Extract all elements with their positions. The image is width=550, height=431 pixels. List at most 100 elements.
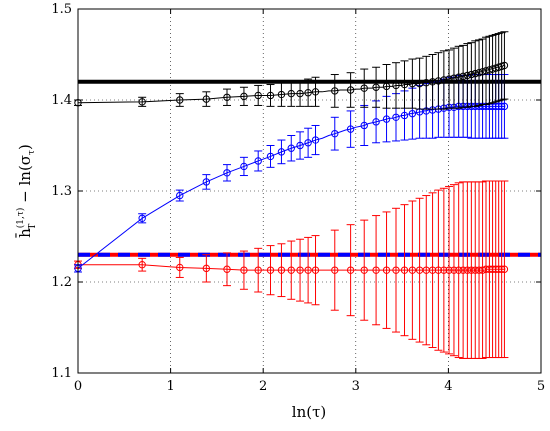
data-point: [408, 79, 417, 88]
data-point: [372, 118, 380, 126]
data-point: [277, 266, 286, 274]
data-point: [346, 125, 355, 133]
data-point: [254, 157, 262, 165]
data-point: [311, 266, 320, 274]
data-point: [467, 70, 476, 79]
data-point: [434, 266, 443, 274]
data-point: [382, 266, 391, 274]
data-point: [454, 73, 463, 81]
data-point: [138, 98, 146, 106]
data-point: [372, 266, 380, 274]
data-point: [311, 136, 320, 144]
data-point: [331, 87, 339, 95]
data-point: [223, 93, 231, 101]
y-tick-label: 1.3: [51, 184, 72, 199]
x-tick-label: 0: [74, 379, 82, 394]
data-point: [382, 115, 391, 123]
y-tick-label: 1.1: [51, 366, 72, 381]
data-point: [440, 266, 448, 274]
reference-lines: [78, 79, 541, 257]
y-tick-label: 1.2: [51, 275, 72, 290]
x-tick-label: 3: [352, 379, 360, 394]
data-point: [287, 266, 295, 274]
data-point: [304, 89, 312, 97]
data-point: [176, 191, 184, 200]
data-point: [459, 266, 467, 274]
data-point: [287, 89, 295, 98]
series-0: [74, 31, 509, 110]
y-axis-label: h̄(1,τ) T − ln(στ): [15, 144, 38, 238]
data-point: [331, 129, 339, 138]
data-point: [463, 266, 472, 274]
data-point: [240, 92, 248, 101]
data-point: [459, 72, 467, 81]
data-point: [296, 89, 304, 98]
data-point: [254, 91, 262, 100]
data-point: [400, 266, 409, 274]
data-point: [400, 111, 409, 120]
data-point: [304, 139, 312, 147]
ticks: [77, 8, 542, 374]
data-point: [408, 109, 417, 118]
data-point: [331, 266, 339, 274]
data-point: [360, 84, 368, 92]
data-point: [450, 266, 458, 274]
data-point: [287, 144, 295, 152]
data-point: [360, 266, 368, 274]
data-point: [428, 266, 437, 274]
data-point: [138, 214, 146, 223]
data-point: [176, 263, 184, 272]
data-point: [296, 266, 304, 274]
data-point: [440, 76, 448, 84]
data-point: [392, 81, 400, 90]
x-tick-label: 4: [444, 379, 452, 394]
y-tick-label: 1.4: [51, 93, 72, 108]
data-point: [434, 77, 443, 85]
data-point: [500, 265, 509, 273]
data-point: [360, 121, 368, 130]
grid: [78, 9, 541, 373]
data-point: [392, 113, 400, 121]
data-point: [450, 74, 458, 82]
data-point: [296, 141, 304, 150]
data-point: [400, 80, 409, 89]
data-point: [445, 266, 453, 274]
data-point: [408, 266, 417, 274]
data-point: [392, 266, 400, 274]
data-point: [463, 71, 472, 80]
data-point: [240, 162, 248, 171]
y-tick-label: 1.5: [51, 2, 72, 17]
data-point: [176, 96, 184, 104]
data-point: [202, 264, 211, 273]
data-point: [471, 69, 479, 78]
data-point: [277, 90, 286, 99]
data-point: [223, 169, 231, 177]
data-point: [311, 88, 320, 96]
data-point: [382, 82, 391, 91]
data-point: [266, 152, 275, 161]
data-point: [304, 266, 312, 274]
data-point: [346, 86, 355, 94]
data-point: [254, 266, 262, 274]
data-point: [240, 266, 248, 274]
data-point: [471, 266, 479, 274]
data-point: [277, 148, 286, 156]
data-point: [266, 91, 275, 100]
data-point: [454, 266, 463, 274]
data-point: [500, 102, 509, 111]
data-point: [202, 95, 211, 103]
data-point: [500, 61, 509, 70]
x-tick-label: 1: [166, 379, 174, 394]
data-point: [202, 178, 211, 186]
data-point: [346, 266, 355, 274]
data-point: [372, 83, 380, 91]
x-tick-label: 2: [259, 379, 267, 394]
data-point: [223, 265, 231, 273]
x-tick-label: 5: [537, 379, 545, 394]
data-point: [467, 266, 476, 274]
series-layer: [74, 31, 509, 359]
tick-labels: 0 1 2 3 4 5 1.1 1.2 1.3 1.4 1.5: [51, 2, 545, 394]
data-point: [138, 261, 146, 269]
data-point: [445, 75, 453, 83]
